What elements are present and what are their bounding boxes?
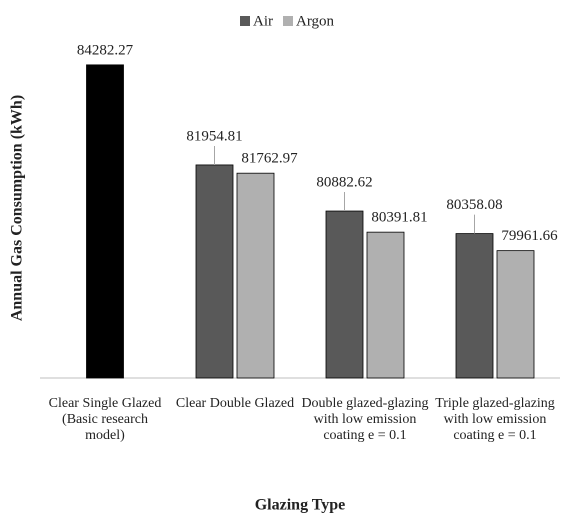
data-label: 79961.66 xyxy=(501,228,558,244)
bar xyxy=(496,250,535,379)
x-axis-title: Glazing Type xyxy=(255,497,346,514)
legend-swatch xyxy=(240,16,250,26)
bar xyxy=(366,231,405,379)
legend-label: Air xyxy=(253,13,273,29)
data-label: 80358.08 xyxy=(446,197,502,213)
bar xyxy=(86,64,124,379)
bar xyxy=(455,233,494,379)
bar xyxy=(236,172,275,379)
x-tick-label: Double glazed-glazing with low emission … xyxy=(301,396,429,443)
x-tick-label: Clear Double Glazed xyxy=(175,396,295,411)
legend-label: Argon xyxy=(296,13,335,29)
x-tick-label: Clear Single Glazed (Basic research mode… xyxy=(48,396,162,443)
bar xyxy=(325,210,364,379)
data-label: 80391.81 xyxy=(371,210,427,226)
legend-swatch xyxy=(283,16,293,26)
x-tick-label: Triple glazed-glazing with low emission … xyxy=(435,396,555,443)
data-label: 84282.27 xyxy=(77,42,134,58)
data-label: 81954.81 xyxy=(186,128,242,144)
data-label: 81762.97 xyxy=(241,151,298,167)
bar xyxy=(195,164,234,379)
data-label: 80882.62 xyxy=(316,174,372,190)
y-axis-title: Annual Gas Consumption (kWh) xyxy=(9,95,26,321)
